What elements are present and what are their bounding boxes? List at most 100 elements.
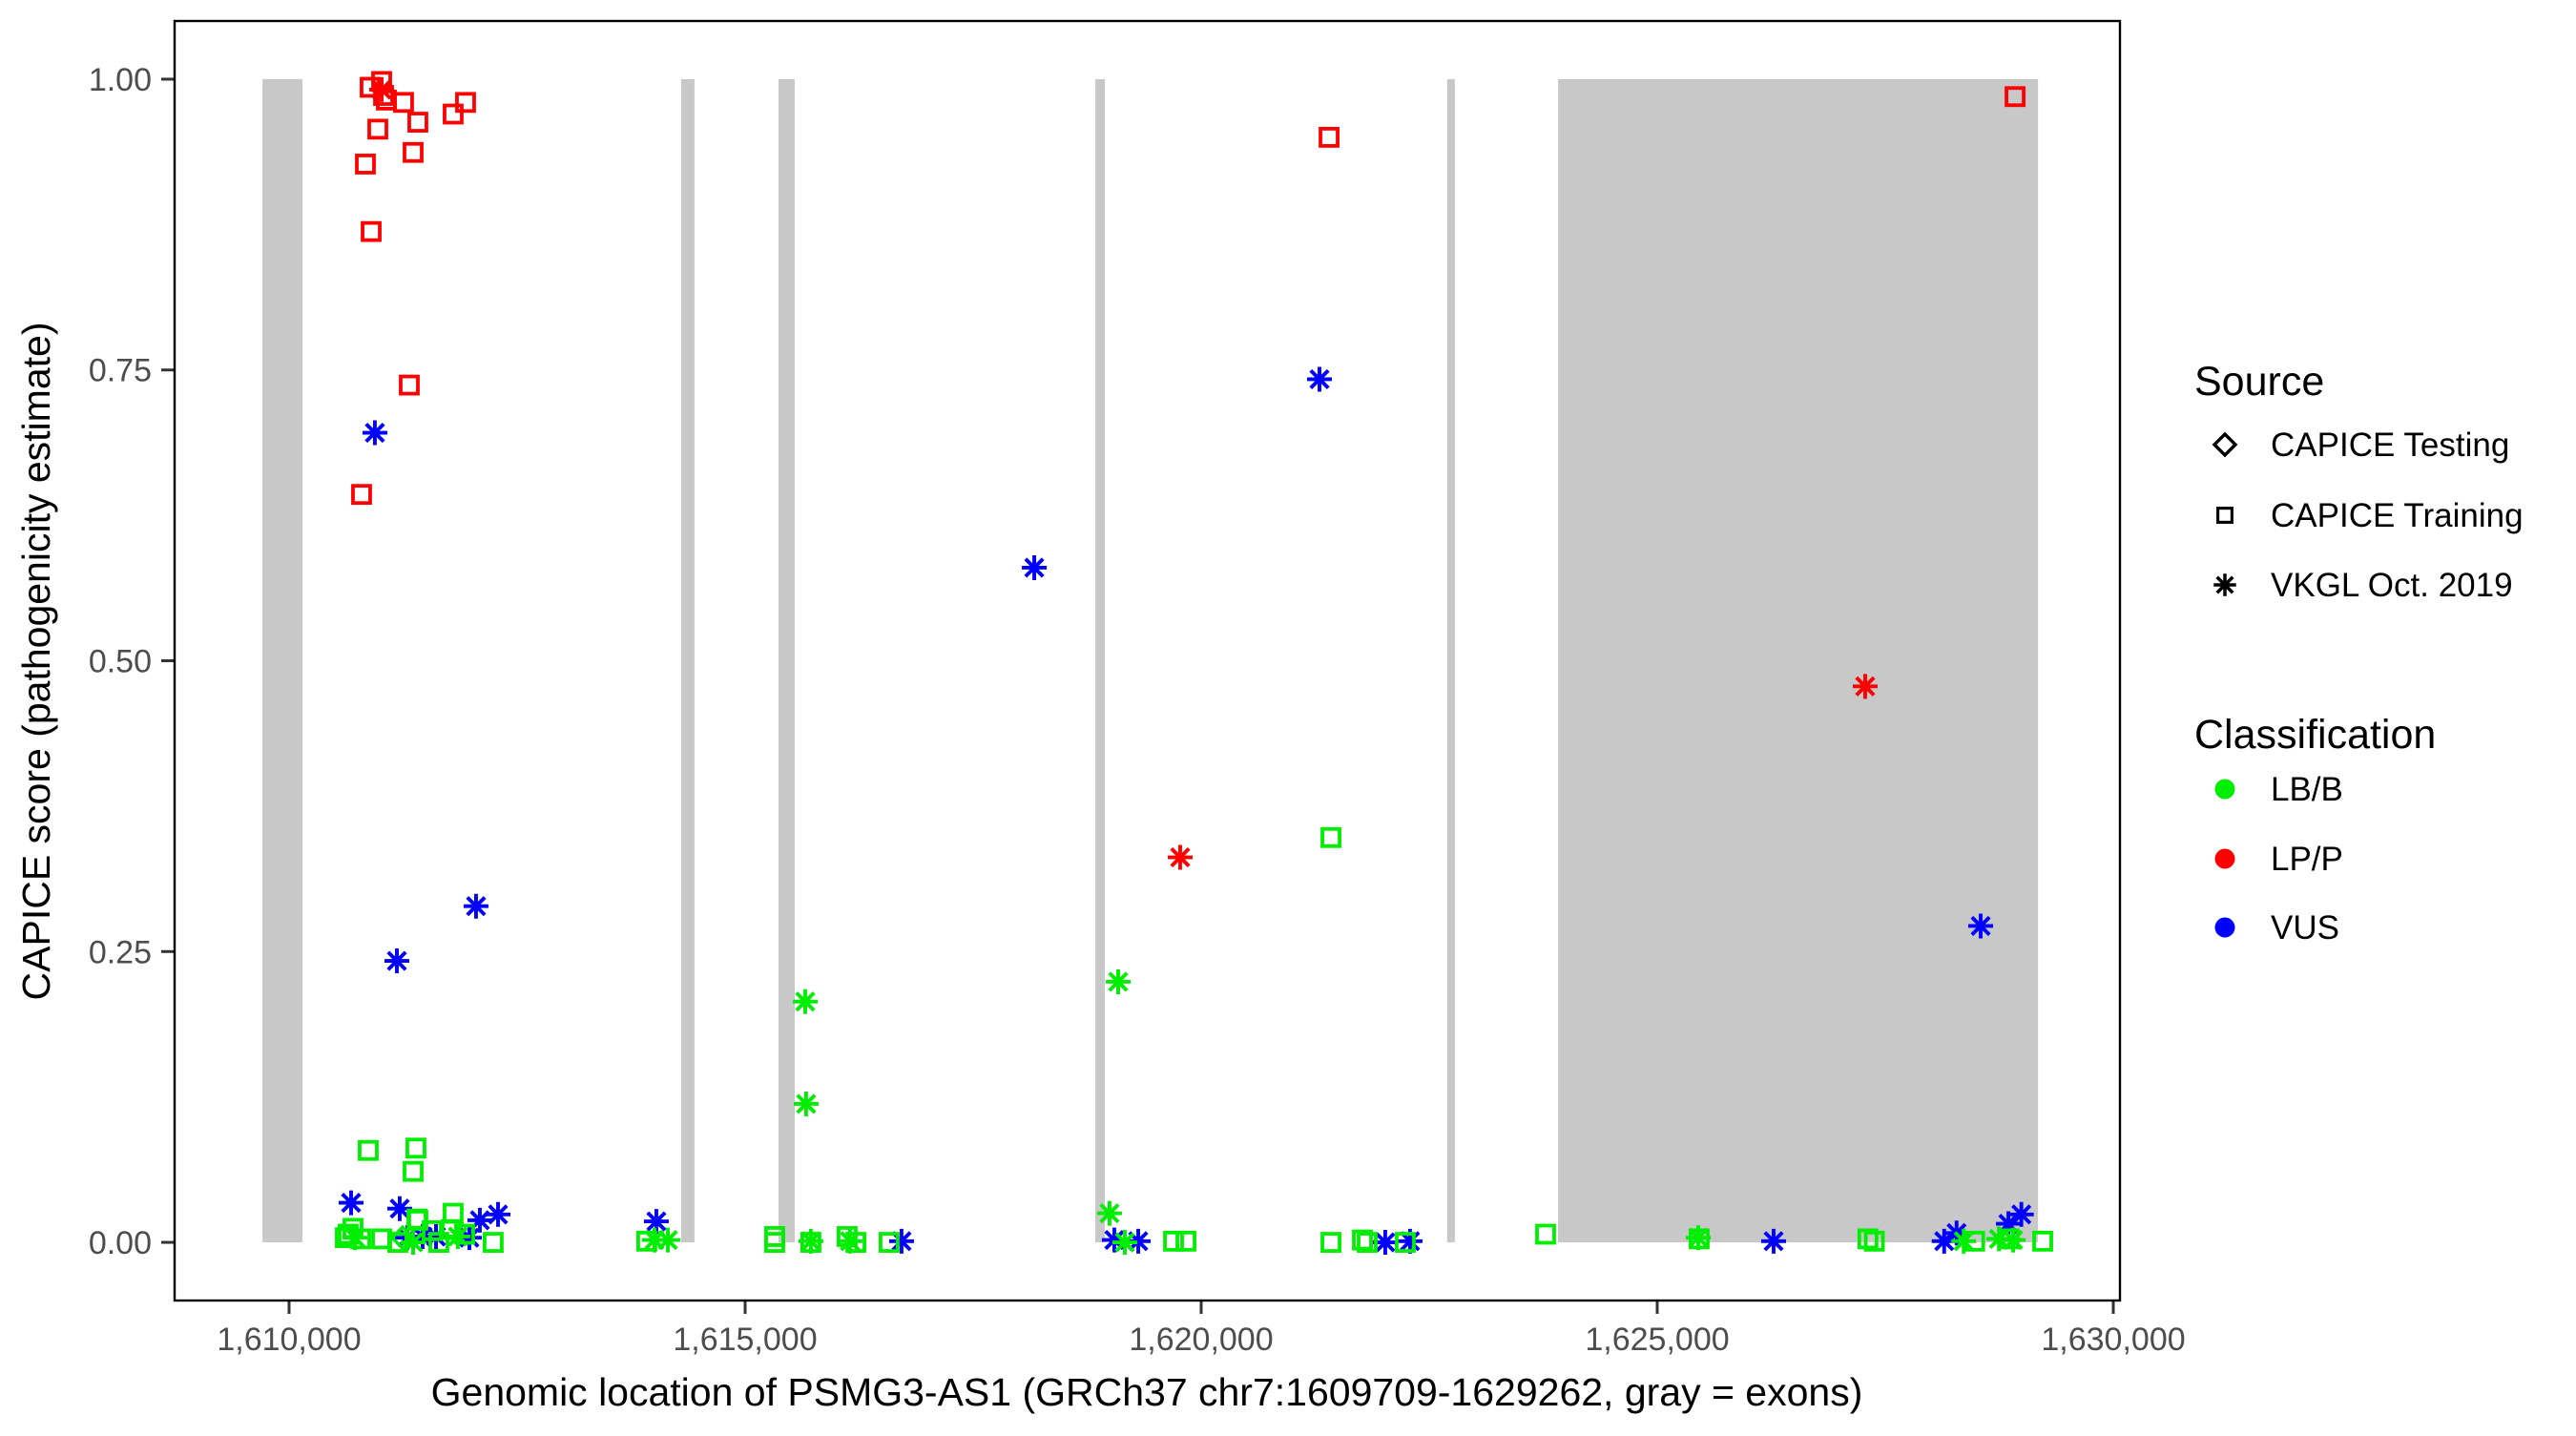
point-asterisk: [384, 948, 409, 974]
point-square: [1320, 1232, 1341, 1253]
legend-source-item-label: CAPICE Training: [2271, 497, 2524, 534]
x-tick-label: 1,615,000: [673, 1322, 817, 1358]
point-asterisk: [643, 1209, 669, 1235]
point-asterisk: [1022, 554, 1048, 580]
point-square: [1320, 826, 1341, 848]
point-diamond: [389, 1224, 416, 1251]
legend-classification-items: LB/B LP/P VUS: [2214, 771, 2343, 947]
exon-bar: [1094, 78, 1105, 1243]
point-square: [2216, 507, 2233, 524]
point-square: [1163, 1230, 1184, 1252]
y-tick-label: 0.50: [89, 644, 152, 680]
point-asterisk: [2008, 1201, 2034, 1227]
point-square: [393, 92, 414, 114]
y-axis-title: CAPICE score (pathogenicity estimate): [14, 323, 58, 1001]
point-asterisk: [1111, 1230, 1137, 1256]
exon-bar: [262, 78, 302, 1243]
point-square: [1357, 1232, 1378, 1253]
point-square: [399, 374, 420, 396]
y-tick-label: 0.25: [89, 934, 152, 970]
point-square: [367, 118, 388, 140]
point-asterisk: [1761, 1228, 1786, 1254]
legend-source-item-label: VKGL Oct. 2019: [2271, 567, 2513, 604]
data-points: [335, 71, 2053, 1256]
x-axis-title: Genomic location of PSMG3-AS1 (GRCh37 ch…: [431, 1370, 1863, 1414]
point-asterisk: [1096, 1200, 1122, 1226]
legend-source: Source CAPICE Testing CAPICE Training VKGL…: [2194, 359, 2524, 604]
exon-bar: [778, 78, 795, 1243]
legend-source-item-label: CAPICE Testing: [2271, 427, 2509, 464]
point-square: [2032, 1230, 2053, 1252]
point-asterisk: [423, 1223, 448, 1249]
point-square: [764, 1232, 785, 1253]
point-square: [406, 1208, 427, 1230]
point-asterisk: [386, 1196, 412, 1221]
x-tick-label: 1,610,000: [217, 1322, 361, 1358]
point-square: [1352, 1229, 1373, 1251]
point-square: [2005, 86, 2025, 108]
point-asterisk: [888, 1228, 914, 1254]
point-asterisk: [792, 989, 818, 1014]
panel-border: [173, 19, 2122, 1302]
point-asterisk: [1397, 1228, 1423, 1254]
point-asterisk: [445, 1223, 470, 1249]
x-tick-label: 1,625,000: [1585, 1322, 1729, 1358]
point-asterisk: [793, 1091, 819, 1116]
point-asterisk: [1372, 1230, 1398, 1256]
point-square: [403, 1160, 424, 1182]
point-asterisk: [1951, 1228, 1977, 1254]
point-square: [483, 1232, 504, 1253]
point-square: [1175, 1230, 1196, 1252]
exon-bars: [262, 78, 2039, 1243]
point-square: [1857, 1228, 1879, 1250]
point-asterisk: [837, 1228, 862, 1254]
point-asterisk: [655, 1227, 681, 1253]
point-square: [1535, 1223, 1556, 1245]
exon-bar: [1557, 78, 2039, 1243]
point-square: [358, 1139, 379, 1161]
point-square: [455, 92, 476, 114]
legend-color-dot: [2214, 779, 2235, 800]
legend-color-dot: [2214, 848, 2235, 869]
point-square: [355, 154, 376, 175]
legend-source-items: CAPICE Testing CAPICE Training VKGL Oct. 2…: [2212, 427, 2524, 604]
point-asterisk: [1106, 968, 1131, 994]
point-asterisk: [1852, 674, 1878, 699]
x-tick-label: 1,620,000: [1129, 1322, 1273, 1358]
y-tick-label: 0.75: [89, 353, 152, 389]
point-asterisk: [1101, 1227, 1127, 1253]
point-square: [1395, 1232, 1416, 1253]
point-square: [1863, 1230, 1885, 1252]
legend-classification-item-label: LB/B: [2271, 771, 2343, 808]
exon-bar: [1446, 78, 1455, 1243]
y-tick-label: 0.00: [89, 1225, 152, 1261]
point-asterisk: [1968, 913, 1994, 939]
point-asterisk: [463, 893, 488, 919]
point-asterisk: [1986, 1226, 2012, 1252]
point-square: [407, 112, 428, 133]
point-square: [361, 220, 382, 242]
exon-bar: [680, 78, 695, 1243]
point-asterisk: [343, 1225, 368, 1251]
point-asterisk: [798, 1228, 823, 1254]
point-asterisk: [362, 420, 387, 446]
point-square: [351, 484, 372, 506]
point-asterisk: [486, 1201, 511, 1227]
point-square: [879, 1232, 900, 1253]
point-asterisk: [467, 1207, 492, 1233]
legend-classification-item-label: VUS: [2271, 909, 2339, 947]
point-asterisk: [2213, 573, 2236, 596]
point-asterisk: [1168, 844, 1194, 870]
legend-classification-item-label: LP/P: [2271, 841, 2343, 878]
axes: 1,610,000 1,615,000 1,620,000 1,625,000 1,63…: [89, 62, 2186, 1358]
point-square: [443, 103, 464, 125]
point-asterisk: [338, 1190, 364, 1216]
point-asterisk: [400, 1230, 426, 1256]
legend-color-dot: [2214, 917, 2235, 938]
point-diamond: [2212, 431, 2238, 458]
point-asterisk: [1996, 1211, 2022, 1237]
point-asterisk: [1307, 366, 1332, 392]
point-square: [422, 1219, 443, 1241]
